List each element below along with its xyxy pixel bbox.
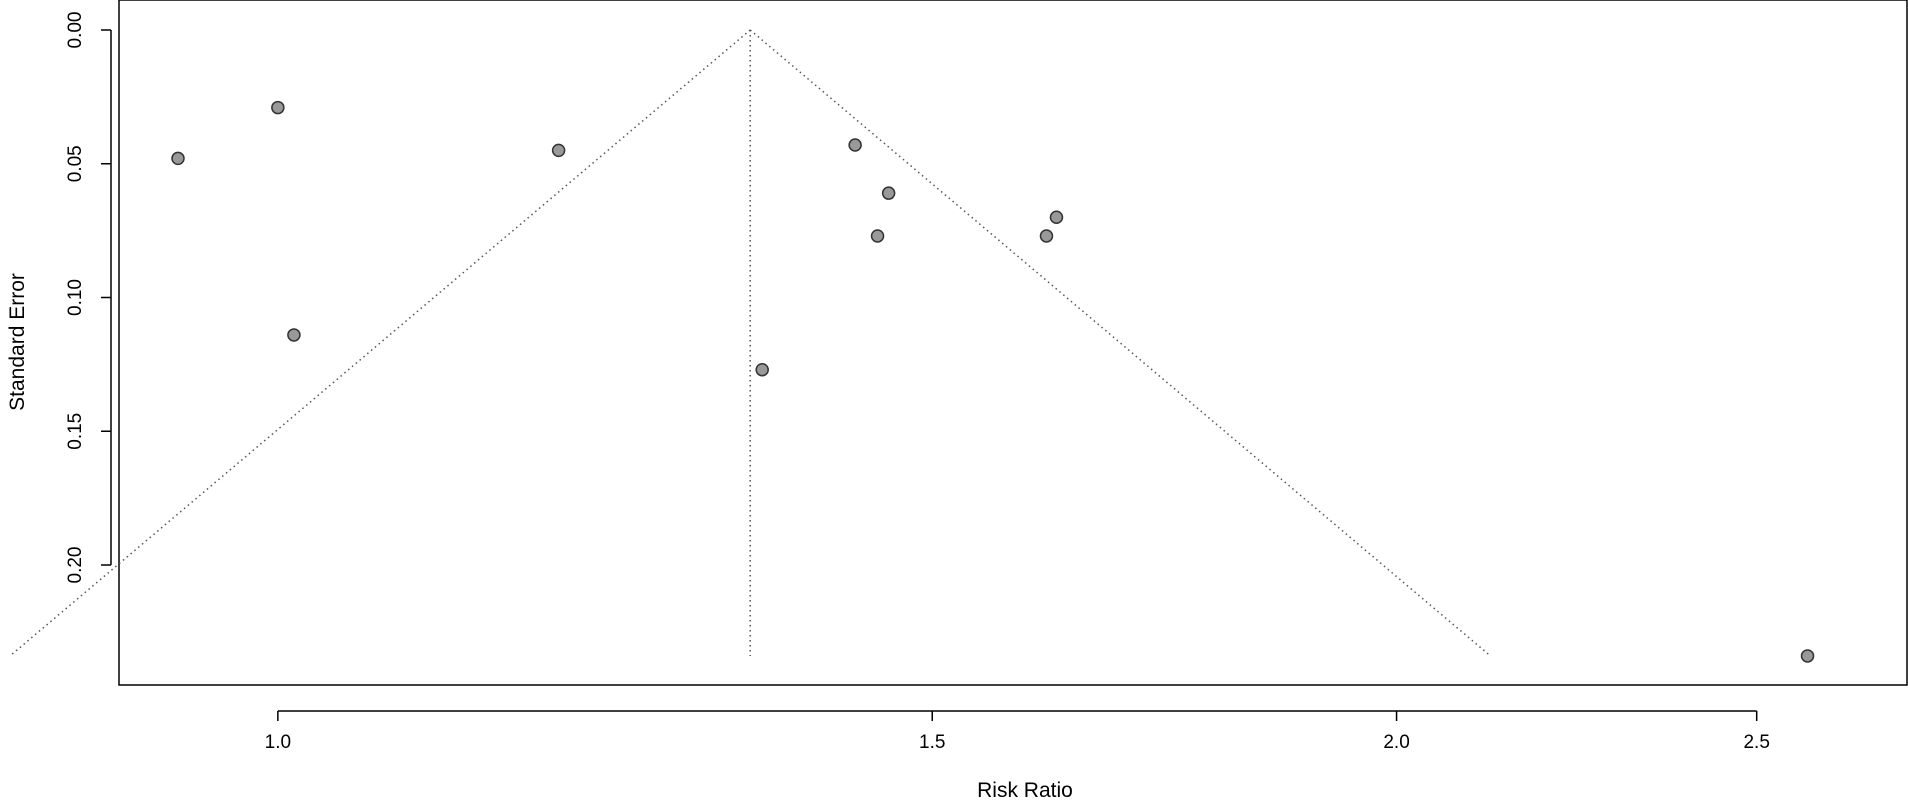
- y-tick-label: 0.05: [65, 145, 86, 182]
- funnel-right-line: [749, 29, 1491, 657]
- data-point: [755, 362, 769, 377]
- x-tick-label: 2.0: [1383, 732, 1409, 753]
- x-tick-label: 1.5: [919, 732, 945, 753]
- data-point: [1800, 649, 1815, 663]
- data-point: [881, 186, 896, 200]
- data-point: [1039, 229, 1054, 243]
- data-point: [287, 328, 301, 342]
- data-point: [271, 100, 285, 115]
- data-point: [848, 138, 862, 152]
- y-tick-label: 0.00: [65, 12, 86, 49]
- y-axis-title: Standard Error: [6, 273, 29, 411]
- y-axis: 0.00 0.05 0.10 0.15 0.20: [65, 12, 112, 584]
- data-point: [171, 151, 185, 166]
- x-axis: 1.0 1.5 2.0 2.5: [265, 710, 1770, 753]
- plot-frame: [118, 0, 1908, 686]
- funnel-lines: [9, 29, 1491, 657]
- x-tick-label: 1.0: [265, 732, 291, 753]
- data-points: [171, 100, 1815, 663]
- data-point: [870, 229, 885, 243]
- data-point: [551, 143, 566, 158]
- y-tick-label: 0.15: [65, 413, 86, 450]
- x-axis-title: Risk Ratio: [977, 779, 1073, 802]
- funnel-left-line: [9, 29, 751, 657]
- x-tick-label: 2.5: [1743, 732, 1769, 753]
- data-point: [1049, 210, 1064, 224]
- y-tick-label: 0.10: [65, 279, 86, 316]
- y-tick-label: 0.20: [65, 547, 86, 584]
